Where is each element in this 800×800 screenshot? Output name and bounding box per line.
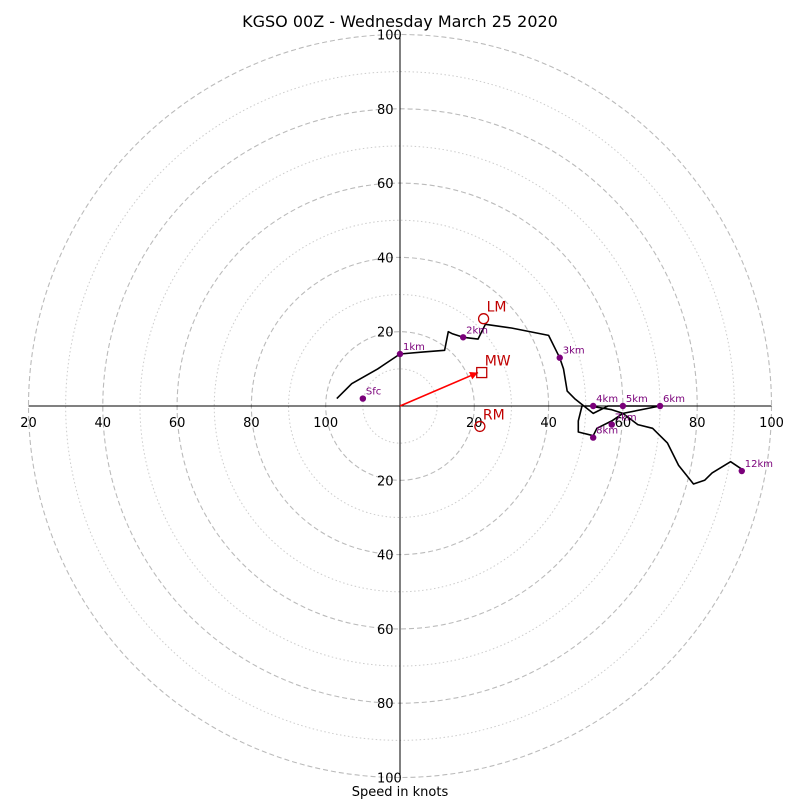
mean-wind-arrowhead: [469, 372, 479, 380]
tick-label: 80: [689, 416, 706, 431]
tick-label: 100: [313, 416, 338, 431]
tick-label: 60: [377, 177, 394, 192]
height-label: Sfc: [366, 387, 381, 398]
hodograph-line: [336, 323, 743, 485]
tick-label: 100: [759, 416, 784, 431]
tick-label: 20: [377, 326, 394, 341]
height-label: 5km: [626, 394, 648, 405]
storm-motion-label: RM: [483, 407, 505, 423]
height-marker: [396, 350, 404, 358]
tick-label: 80: [377, 697, 394, 712]
tick-label: 80: [243, 416, 260, 431]
storm-motion-label: MW: [485, 354, 511, 370]
storm-motion-marker: [476, 366, 488, 379]
height-marker: [589, 434, 597, 441]
tick-label: 20: [377, 474, 394, 489]
height-label: 6km: [663, 394, 685, 405]
tick-labels: 20 40 60 80 10010080604020204060801002040608…: [20, 29, 784, 787]
tick-label: 100: [377, 29, 402, 44]
storm-motion-markers: LM MW RM: [399, 300, 511, 433]
height-marker: [738, 467, 745, 475]
height-label: 8km: [596, 426, 618, 437]
tick-label: 40: [377, 251, 394, 266]
tick-label: 40: [95, 416, 112, 431]
tick-label: 60: [615, 416, 632, 431]
height-label: 7km: [615, 413, 637, 424]
height-marker: [608, 421, 615, 428]
height-label: 1km: [403, 342, 425, 353]
tick-label: 60: [169, 416, 186, 431]
storm-motion-marker: [474, 420, 486, 433]
tick-label: 100: [377, 772, 402, 787]
tick-label: 20: [466, 416, 483, 431]
height-marker: [359, 395, 367, 402]
height-marker: [459, 334, 467, 341]
height-marker: [556, 354, 563, 361]
tick-label: 80: [377, 103, 394, 118]
chart-title: KGSO 00Z - Wednesday March 25 2020: [242, 12, 558, 31]
storm-motion-marker: [477, 313, 490, 325]
height-markers: Sfc 1km 2km 3km 4km 5km 6km 7km 8km 12km: [359, 325, 773, 475]
hodograph-trace: [336, 323, 743, 485]
mean-wind-vector: [399, 371, 479, 407]
tick-label: 40: [377, 549, 394, 564]
height-label: 4km: [596, 394, 618, 405]
height-marker: [619, 402, 627, 410]
tick-label: 20: [20, 416, 37, 431]
height-marker: [589, 402, 597, 410]
height-label: 3km: [563, 346, 585, 357]
tick-label: 60: [377, 623, 394, 638]
height-label: 2km: [466, 325, 488, 336]
height-marker: [656, 402, 664, 410]
x-axis-label: Speed in knots: [352, 785, 449, 800]
tick-label: 40: [540, 416, 557, 431]
height-label: 12km: [745, 459, 773, 470]
storm-motion-label: LM: [487, 300, 507, 316]
